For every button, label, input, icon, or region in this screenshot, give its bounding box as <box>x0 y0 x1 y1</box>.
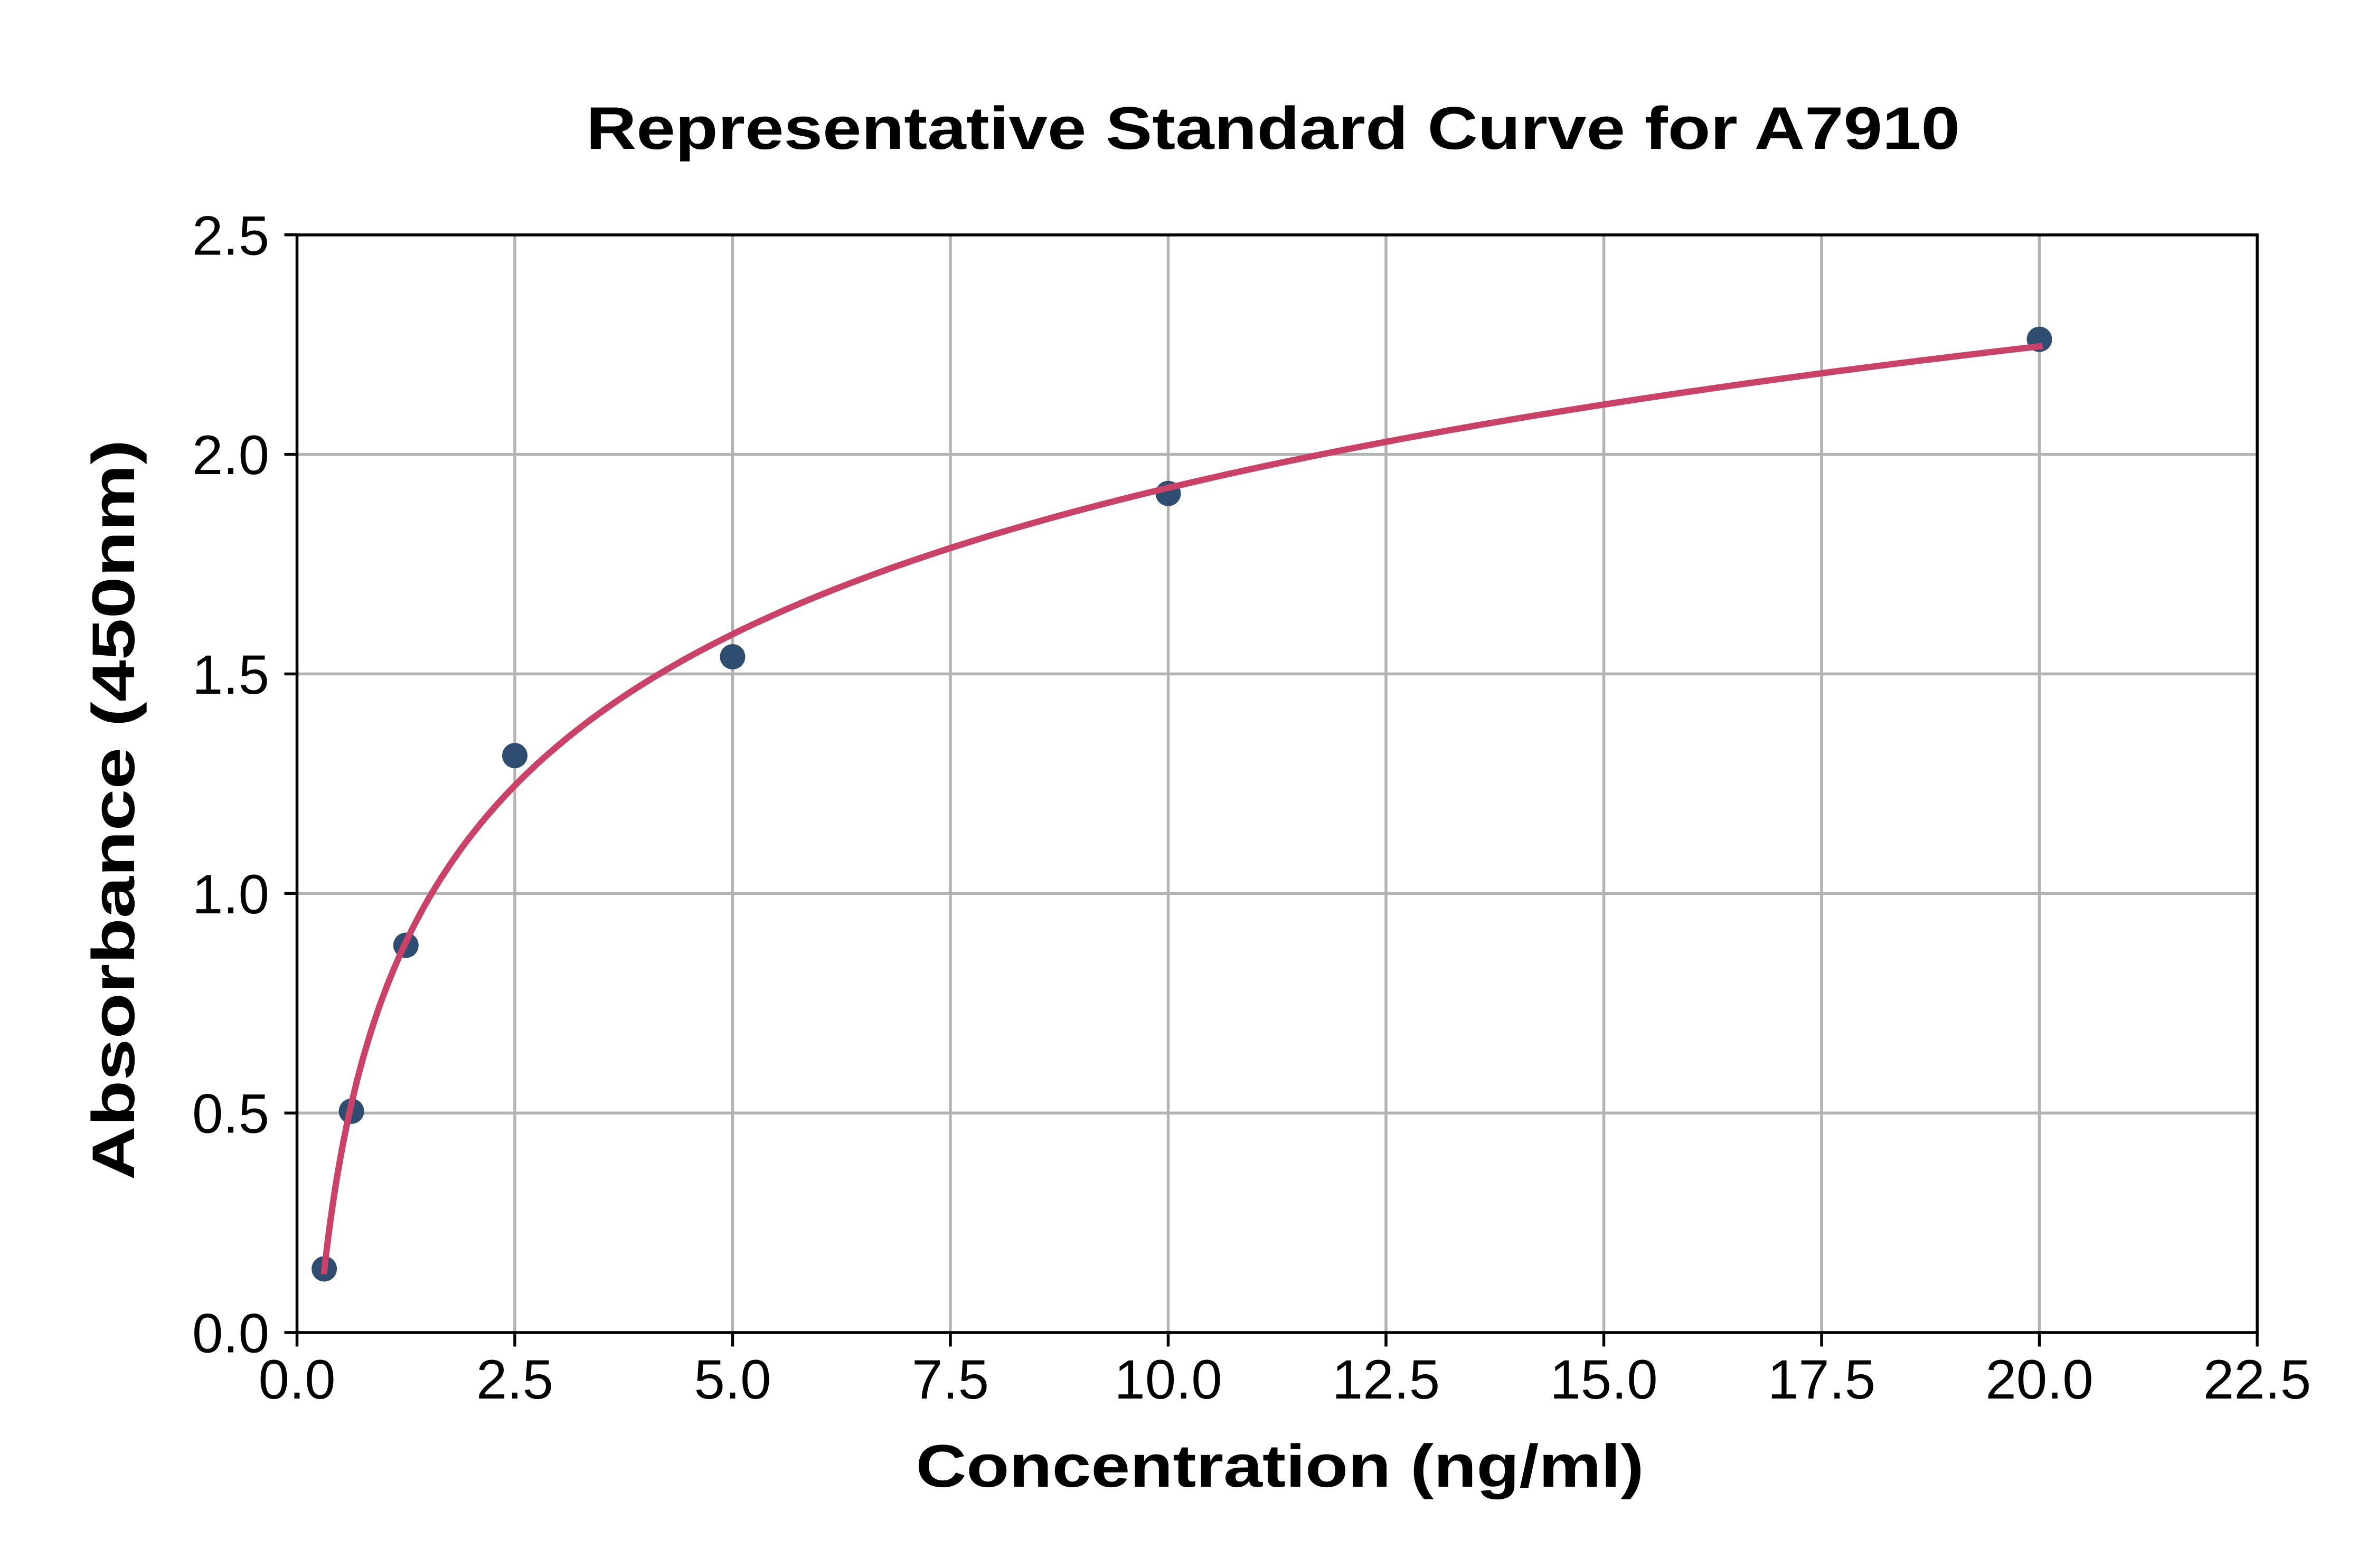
svg-text:1.5: 1.5 <box>192 644 269 706</box>
svg-text:1.0: 1.0 <box>192 864 269 925</box>
svg-text:Representative Standard Curve: Representative Standard Curve for A7910 <box>586 95 1960 162</box>
svg-text:Concentration (ng/ml): Concentration (ng/ml) <box>916 1433 1644 1500</box>
svg-text:2.5: 2.5 <box>192 205 269 267</box>
svg-text:Absorbance (450nm): Absorbance (450nm) <box>80 440 147 1180</box>
svg-text:2.0: 2.0 <box>192 424 269 486</box>
svg-text:20.0: 20.0 <box>1985 1349 2093 1411</box>
svg-text:22.5: 22.5 <box>2203 1349 2311 1411</box>
svg-text:5.0: 5.0 <box>694 1349 771 1411</box>
svg-text:10.0: 10.0 <box>1114 1349 1222 1411</box>
svg-text:0.0: 0.0 <box>259 1349 336 1411</box>
svg-text:12.5: 12.5 <box>1332 1349 1440 1411</box>
svg-text:17.5: 17.5 <box>1768 1349 1875 1411</box>
svg-text:0.5: 0.5 <box>192 1083 269 1145</box>
svg-text:0.0: 0.0 <box>192 1303 269 1365</box>
svg-text:2.5: 2.5 <box>476 1349 553 1411</box>
svg-text:7.5: 7.5 <box>912 1349 989 1411</box>
svg-text:15.0: 15.0 <box>1550 1349 1657 1411</box>
